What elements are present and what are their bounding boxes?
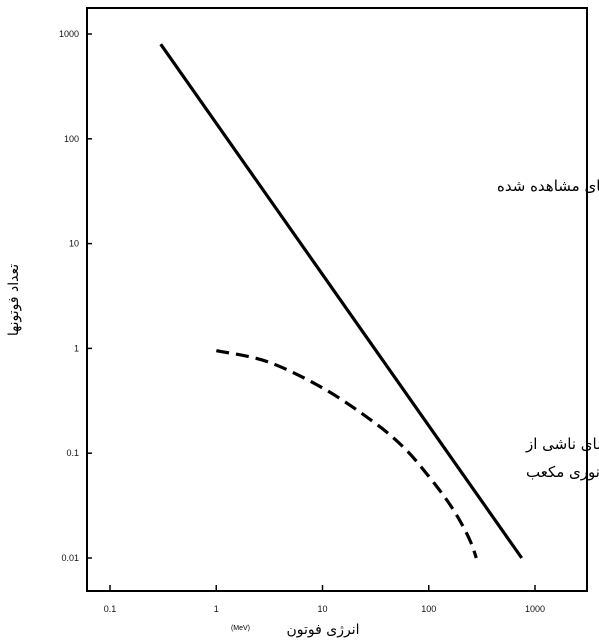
x-tick-label: 1	[214, 604, 219, 614]
x-axis-unit: (MeV)	[231, 625, 250, 632]
x-axis-ticks: 0.1 1 10 100 1000	[104, 585, 545, 614]
x-tick-label: 100	[421, 604, 436, 614]
x-tick-label: 0.1	[104, 604, 117, 614]
y-tick-label: 1000	[59, 29, 79, 39]
y-axis-title: تعداد فوتونها	[6, 264, 22, 336]
x-tick-label: 10	[317, 604, 327, 614]
y-tick-label: 10	[69, 239, 79, 249]
plot-frame	[86, 7, 588, 592]
plot-border	[86, 7, 588, 592]
y-axis-title-group: تعداد فوتونها	[6, 264, 22, 336]
y-tick-label: 100	[64, 134, 79, 144]
x-axis-title: انرژی فوتون	[286, 622, 359, 638]
y-axis-ticks: 0.01 0.1 1 10 100 1000	[59, 29, 92, 563]
x-tick-label: 1000	[525, 604, 545, 614]
y-tick-label: 0.01	[61, 553, 79, 563]
series-annotation-line: ۳۰۰ سیاهچاله بدوی در هر سال نوری مکعب	[526, 463, 599, 481]
series-annotation-line: پیش بینی پیشینهٔ پرتوگامای ناشی از	[525, 435, 599, 454]
annotations: پیشینهٔ پرتوگامای مشاهده شده پیش بینی پیش…	[497, 177, 599, 481]
observed-background-solid-line	[159, 43, 524, 559]
y-tick-label: 1	[74, 343, 79, 353]
series-group	[159, 43, 524, 559]
predicted-background-dashed-line	[215, 349, 478, 559]
y-tick-label: 0.1	[66, 448, 79, 458]
series-annotation-line: پیشینهٔ پرتوگامای مشاهده شده	[497, 177, 599, 196]
